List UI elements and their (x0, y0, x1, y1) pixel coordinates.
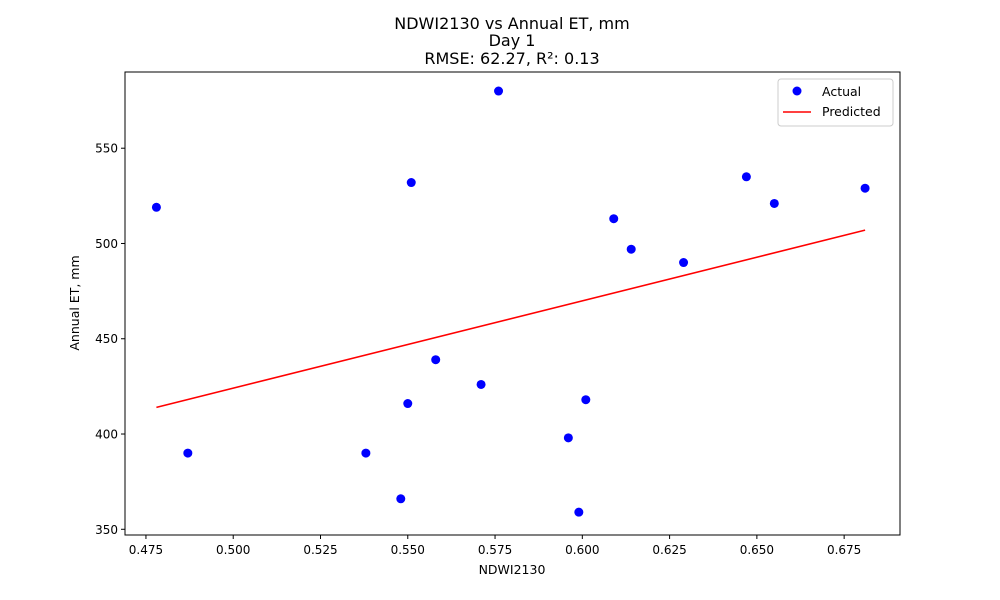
actual-point (581, 395, 591, 405)
y-tick-label: 450 (95, 332, 118, 346)
actual-point (403, 399, 413, 409)
plot-area: 0.475 0.500 0.525 0.550 0.575 0.600 0.625 0.650… (95, 71, 901, 557)
actual-point (626, 244, 636, 254)
y-tick-label: 550 (95, 142, 118, 156)
y-tick-label: 400 (95, 428, 118, 442)
axes-frame (124, 71, 901, 536)
x-axis-label: NDWI2130 (479, 562, 546, 577)
actual-point (476, 379, 486, 389)
actual-point (769, 198, 779, 208)
predicted-line (156, 229, 866, 409)
x-tick-label: 0.625 (652, 543, 686, 557)
x-tick-label: 0.650 (740, 543, 774, 557)
actual-point (361, 448, 371, 458)
actual-point (406, 178, 416, 188)
x-tick-label: 0.500 (216, 543, 250, 557)
actual-point (151, 202, 161, 212)
chart-title: NDWI2130 vs Annual ET, mm Day 1 RMSE: 62… (394, 14, 629, 68)
actual-point (609, 214, 619, 224)
actual-point (679, 258, 689, 268)
actual-point (494, 86, 504, 96)
legend: Actual Predicted (777, 78, 894, 127)
x-tick-label: 0.525 (303, 543, 337, 557)
actual-point (563, 433, 573, 443)
chart-title-line-2: Day 1 (489, 31, 536, 50)
actual-point (860, 183, 870, 193)
y-axis-label: Annual ET, mm (67, 255, 82, 350)
x-tick-label: 0.550 (391, 543, 425, 557)
actual-point (396, 494, 406, 504)
x-tick-label: 0.600 (565, 543, 599, 557)
x-tick-label: 0.575 (478, 543, 512, 557)
legend-frame (777, 78, 894, 127)
actual-point (741, 172, 751, 182)
x-tick-label: 0.675 (827, 543, 861, 557)
y-tick-label: 500 (95, 237, 118, 251)
x-tick-label: 0.475 (129, 543, 163, 557)
legend-actual-marker (792, 86, 802, 96)
actual-point (574, 507, 584, 517)
chart-title-line-1: NDWI2130 vs Annual ET, mm (394, 14, 629, 33)
actual-point (431, 355, 441, 365)
chart-title-line-3: RMSE: 62.27, R²: 0.13 (424, 49, 599, 68)
legend-predicted-label: Predicted (822, 104, 881, 119)
actual-point (183, 448, 193, 458)
y-tick-label: 350 (95, 523, 118, 537)
legend-actual-label: Actual (822, 84, 861, 99)
